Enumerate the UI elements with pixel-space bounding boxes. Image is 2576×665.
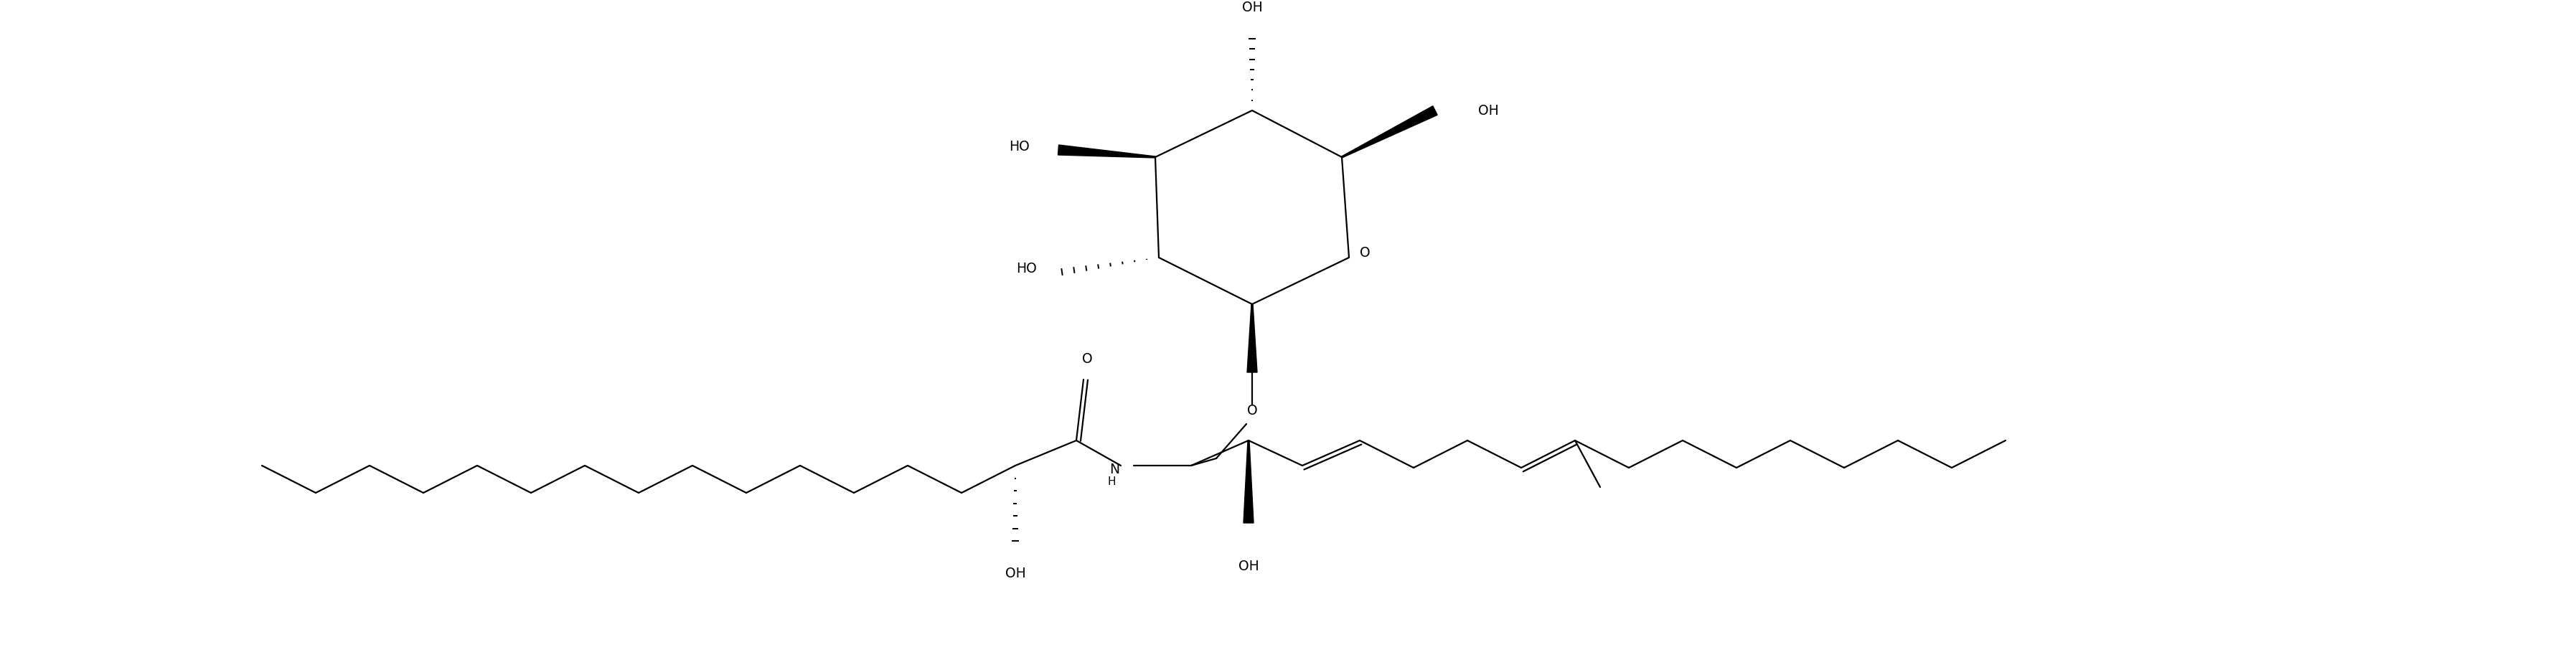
- Text: OH: OH: [1239, 559, 1260, 573]
- Text: OH: OH: [1479, 104, 1499, 118]
- Text: OH: OH: [1242, 1, 1262, 15]
- Text: O: O: [1360, 245, 1370, 259]
- Text: N: N: [1108, 463, 1118, 476]
- Polygon shape: [1059, 146, 1154, 158]
- Text: OH: OH: [1005, 566, 1025, 580]
- Text: H: H: [1108, 476, 1115, 487]
- Text: O: O: [1247, 403, 1257, 417]
- Text: O: O: [1082, 352, 1092, 366]
- Text: HO: HO: [1015, 262, 1036, 275]
- Polygon shape: [1342, 106, 1437, 158]
- Polygon shape: [1244, 441, 1252, 523]
- Polygon shape: [1247, 305, 1257, 372]
- Text: HO: HO: [1010, 140, 1030, 154]
